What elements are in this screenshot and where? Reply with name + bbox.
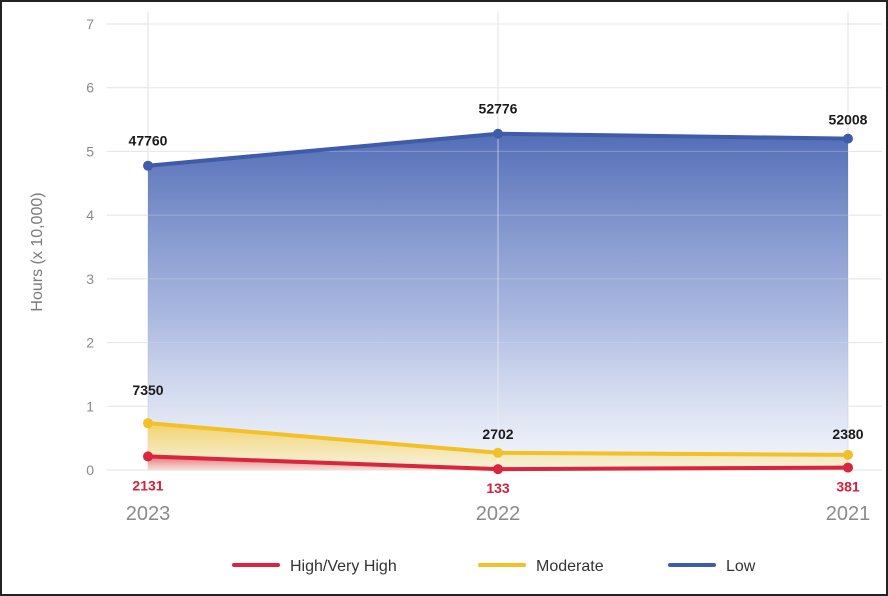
data-label-low-2022: 52776 (479, 101, 518, 117)
legend-label-high-very-high: High/Very High (290, 558, 397, 575)
point-moderate-2021 (843, 449, 853, 460)
x-tick-label-2021: 2021 (826, 503, 871, 525)
point-low-2023 (143, 160, 153, 171)
point-low-2021 (843, 133, 853, 144)
data-label-high-very-high-2021: 381 (836, 479, 860, 495)
y-tick-label-0: 0 (86, 462, 94, 478)
point-moderate-2022 (493, 447, 503, 458)
point-high-very-high-2021 (843, 462, 853, 473)
area-high-very-high (148, 456, 848, 470)
data-label-moderate-2023: 7350 (132, 382, 163, 398)
y-tick-label-6: 6 (86, 80, 94, 96)
y-tick-label-2: 2 (86, 335, 94, 351)
x-tick-label-2022: 2022 (476, 503, 521, 525)
point-low-2022 (493, 128, 503, 139)
data-label-high-very-high-2023: 2131 (132, 477, 163, 493)
area-moderate (148, 423, 848, 470)
point-moderate-2023 (143, 418, 153, 429)
x-tick-label-2023: 2023 (126, 503, 171, 525)
y-tick-label-5: 5 (86, 143, 94, 159)
data-label-high-very-high-2022: 133 (486, 480, 510, 496)
data-label-low-2023: 47760 (129, 133, 168, 149)
y-tick-label-3: 3 (86, 271, 94, 287)
y-tick-label-7: 7 (86, 16, 94, 32)
legend-label-moderate: Moderate (536, 558, 604, 575)
y-axis-label: Hours (x 10,000) (29, 192, 46, 311)
data-label-low-2021: 52008 (829, 112, 868, 128)
point-high-very-high-2022 (493, 464, 503, 475)
y-tick-label-4: 4 (86, 207, 94, 223)
data-label-moderate-2022: 2702 (482, 426, 513, 442)
legend-label-low: Low (726, 558, 756, 575)
point-high-very-high-2023 (143, 451, 153, 462)
data-label-moderate-2021: 2380 (832, 426, 863, 442)
y-tick-label-1: 1 (86, 398, 94, 414)
